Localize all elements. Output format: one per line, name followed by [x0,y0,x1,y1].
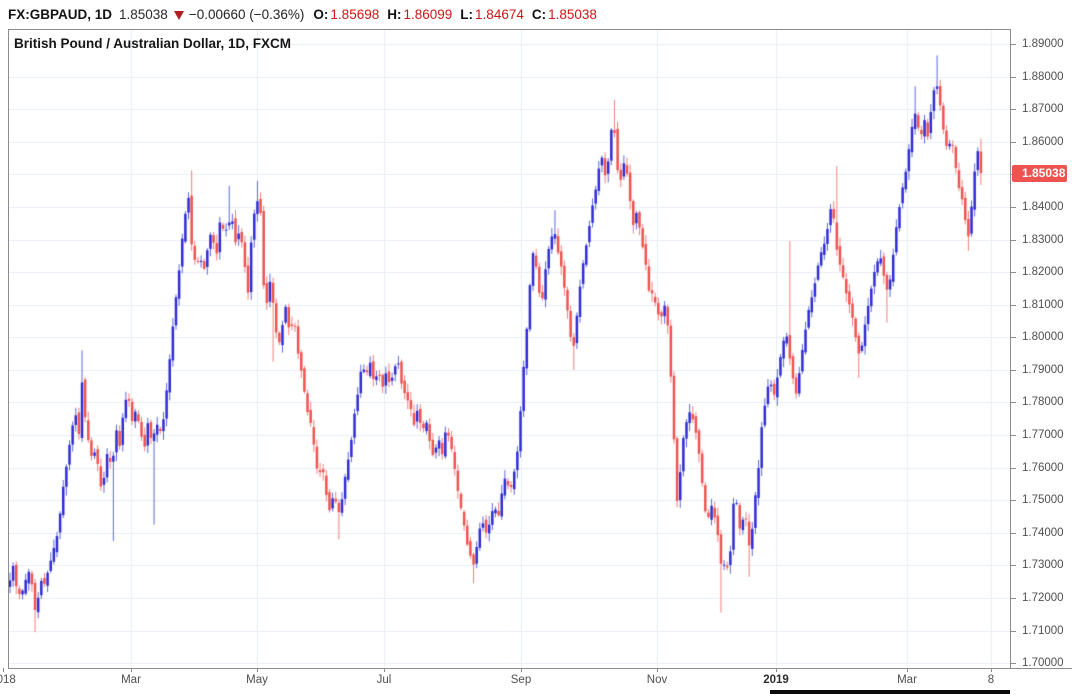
time-axis-tick [3,668,4,672]
time-axis-tick [776,668,777,672]
time-axis-tick [257,668,258,672]
price-down-triangle-icon [173,10,184,20]
price-change: −0.00660 (−0.36%) [188,6,305,22]
price-axis-tick [1011,630,1016,632]
price-axis-tick [1011,109,1016,111]
time-axis-tick [521,668,522,672]
price-axis-label: 1.73000 [1022,559,1064,572]
price-axis-label: 1.81000 [1022,298,1064,311]
price-axis-label: 1.78000 [1022,396,1064,409]
time-axis-label: 2019 [763,674,789,686]
symbol-info-bar: FX:GBPAUD, 1D 1.85038 −0.00660 (−0.36%) … [8,0,1072,28]
symbol-name[interactable]: FX:GBPAUD, 1D [8,6,113,22]
price-axis-tick [1011,402,1016,404]
price-axis-label: 1.84000 [1022,200,1064,213]
price-axis-tick [1011,532,1016,534]
price-axis-tick [1011,565,1016,567]
price-axis[interactable]: 1.85038 1.890001.880001.870001.860001.85… [1011,29,1072,670]
price-axis-label: 1.86000 [1022,135,1064,148]
price-axis-label: 1.76000 [1022,461,1064,474]
time-axis-label: May [246,674,268,686]
price-axis-tick [1011,435,1016,436]
price-axis-tick [1011,206,1016,208]
price-chart-canvas[interactable] [9,30,1010,668]
price-axis-border [1010,29,1011,668]
time-axis-tick [384,668,385,672]
price-axis-tick [1011,239,1016,241]
last-price-axis-label: 1.85038 [1012,164,1067,182]
time-axis-label: Mar [897,674,917,686]
price-axis-label: 1.77000 [1022,429,1064,441]
time-axis-label: 8 [987,674,995,686]
price-axis-tick [1011,337,1016,339]
chart-title: British Pound / Australian Dollar, 1D, F… [14,36,292,51]
low-value: L: 1.84674 [460,6,524,22]
price-axis-tick [1011,141,1016,143]
price-axis-label: 1.89000 [1022,37,1064,50]
time-axis[interactable]: 2018 Mar May Jul Sep Nov 2019 Mar 8 [0,668,1072,697]
high-value: H: 1.86099 [387,6,453,22]
price-axis-tick [1011,272,1016,274]
price-axis-label: 1.71000 [1022,624,1064,637]
time-axis-label: Mar [121,674,141,686]
time-axis-label: Sep [510,674,532,686]
price-axis-label: 1.88000 [1022,70,1064,83]
time-axis-border [8,668,1072,669]
time-axis-tick [657,668,658,672]
time-axis-label: Jul [376,674,392,686]
plot-frame [8,29,1011,669]
price-axis-tick [1011,76,1016,78]
price-axis-label: 1.83000 [1022,233,1064,246]
price-axis-tick [1011,304,1016,306]
price-axis-label: 1.79000 [1022,363,1064,376]
price-axis-label: 1.75000 [1022,494,1064,507]
price-axis-label: 1.70000 [1022,657,1064,670]
time-axis-tick [991,668,992,672]
price-axis-label: 1.80000 [1022,331,1064,344]
price-axis-tick [1011,597,1016,599]
close-value: C: 1.85038 [531,6,597,22]
last-price: 1.85038 [119,6,168,22]
price-axis-label: 1.87000 [1022,103,1064,116]
open-value: O: 1.85698 [313,6,380,22]
price-axis-label: 1.72000 [1022,591,1064,604]
price-axis-tick [1011,500,1016,502]
price-axis-label: 1.74000 [1022,526,1064,539]
time-axis-tick [907,668,908,672]
price-axis-tick [1011,467,1016,469]
price-axis-tick [1011,663,1016,665]
embedded-page-rule [770,690,1010,694]
price-axis-tick [1011,369,1016,371]
time-axis-tick [131,668,132,672]
price-axis-label: 1.82000 [1022,266,1064,279]
time-axis-label: 2018 [0,674,16,686]
price-axis-tick [1011,43,1016,45]
time-axis-label: Nov [646,674,668,686]
